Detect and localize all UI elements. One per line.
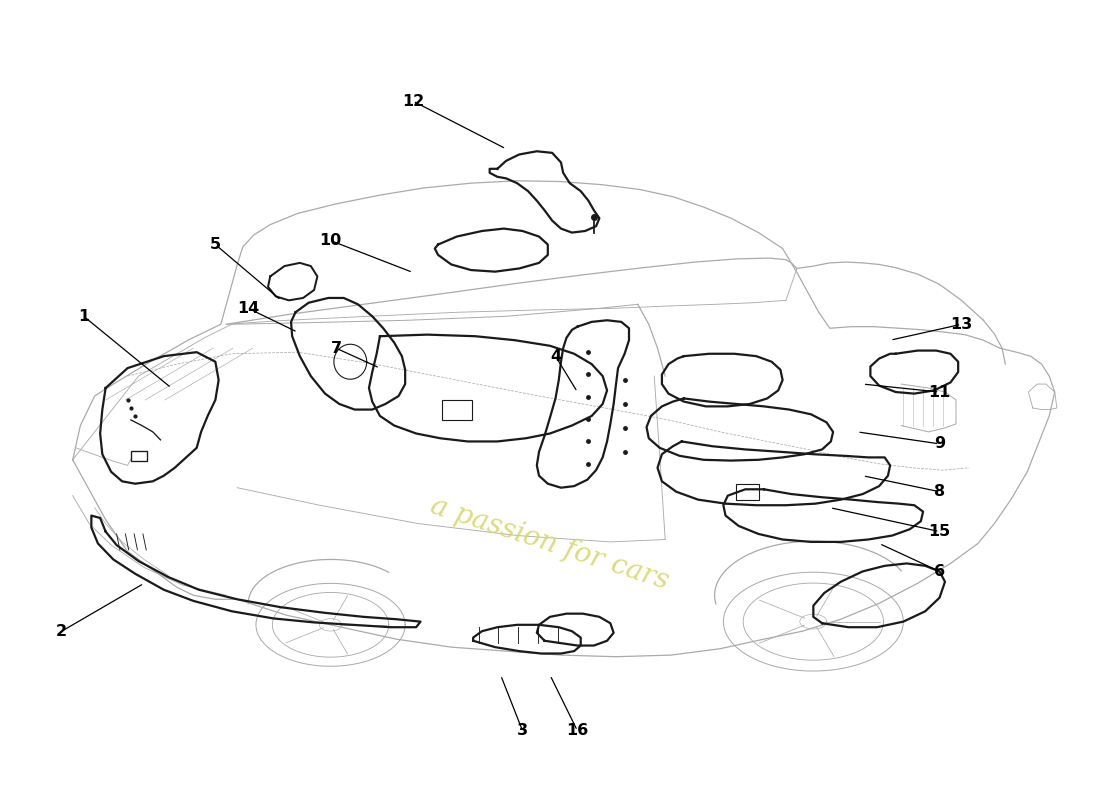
Text: 13: 13 <box>950 317 972 332</box>
Text: 12: 12 <box>402 94 424 109</box>
Text: 7: 7 <box>330 341 342 356</box>
Text: 1: 1 <box>78 309 89 324</box>
Bar <box>131 451 146 461</box>
Bar <box>736 484 759 500</box>
Text: a passion for cars: a passion for cars <box>428 492 672 595</box>
Text: 9: 9 <box>934 436 945 451</box>
Text: 16: 16 <box>566 723 588 738</box>
Text: 10: 10 <box>319 233 342 248</box>
Bar <box>442 400 472 419</box>
Text: 15: 15 <box>928 524 950 539</box>
Text: 4: 4 <box>550 349 561 364</box>
Text: 3: 3 <box>517 723 528 738</box>
Text: 8: 8 <box>934 484 945 499</box>
Text: 2: 2 <box>56 624 67 638</box>
Text: 11: 11 <box>928 385 950 399</box>
Text: 5: 5 <box>210 237 221 252</box>
Text: 6: 6 <box>934 564 945 579</box>
Text: 14: 14 <box>238 301 260 316</box>
